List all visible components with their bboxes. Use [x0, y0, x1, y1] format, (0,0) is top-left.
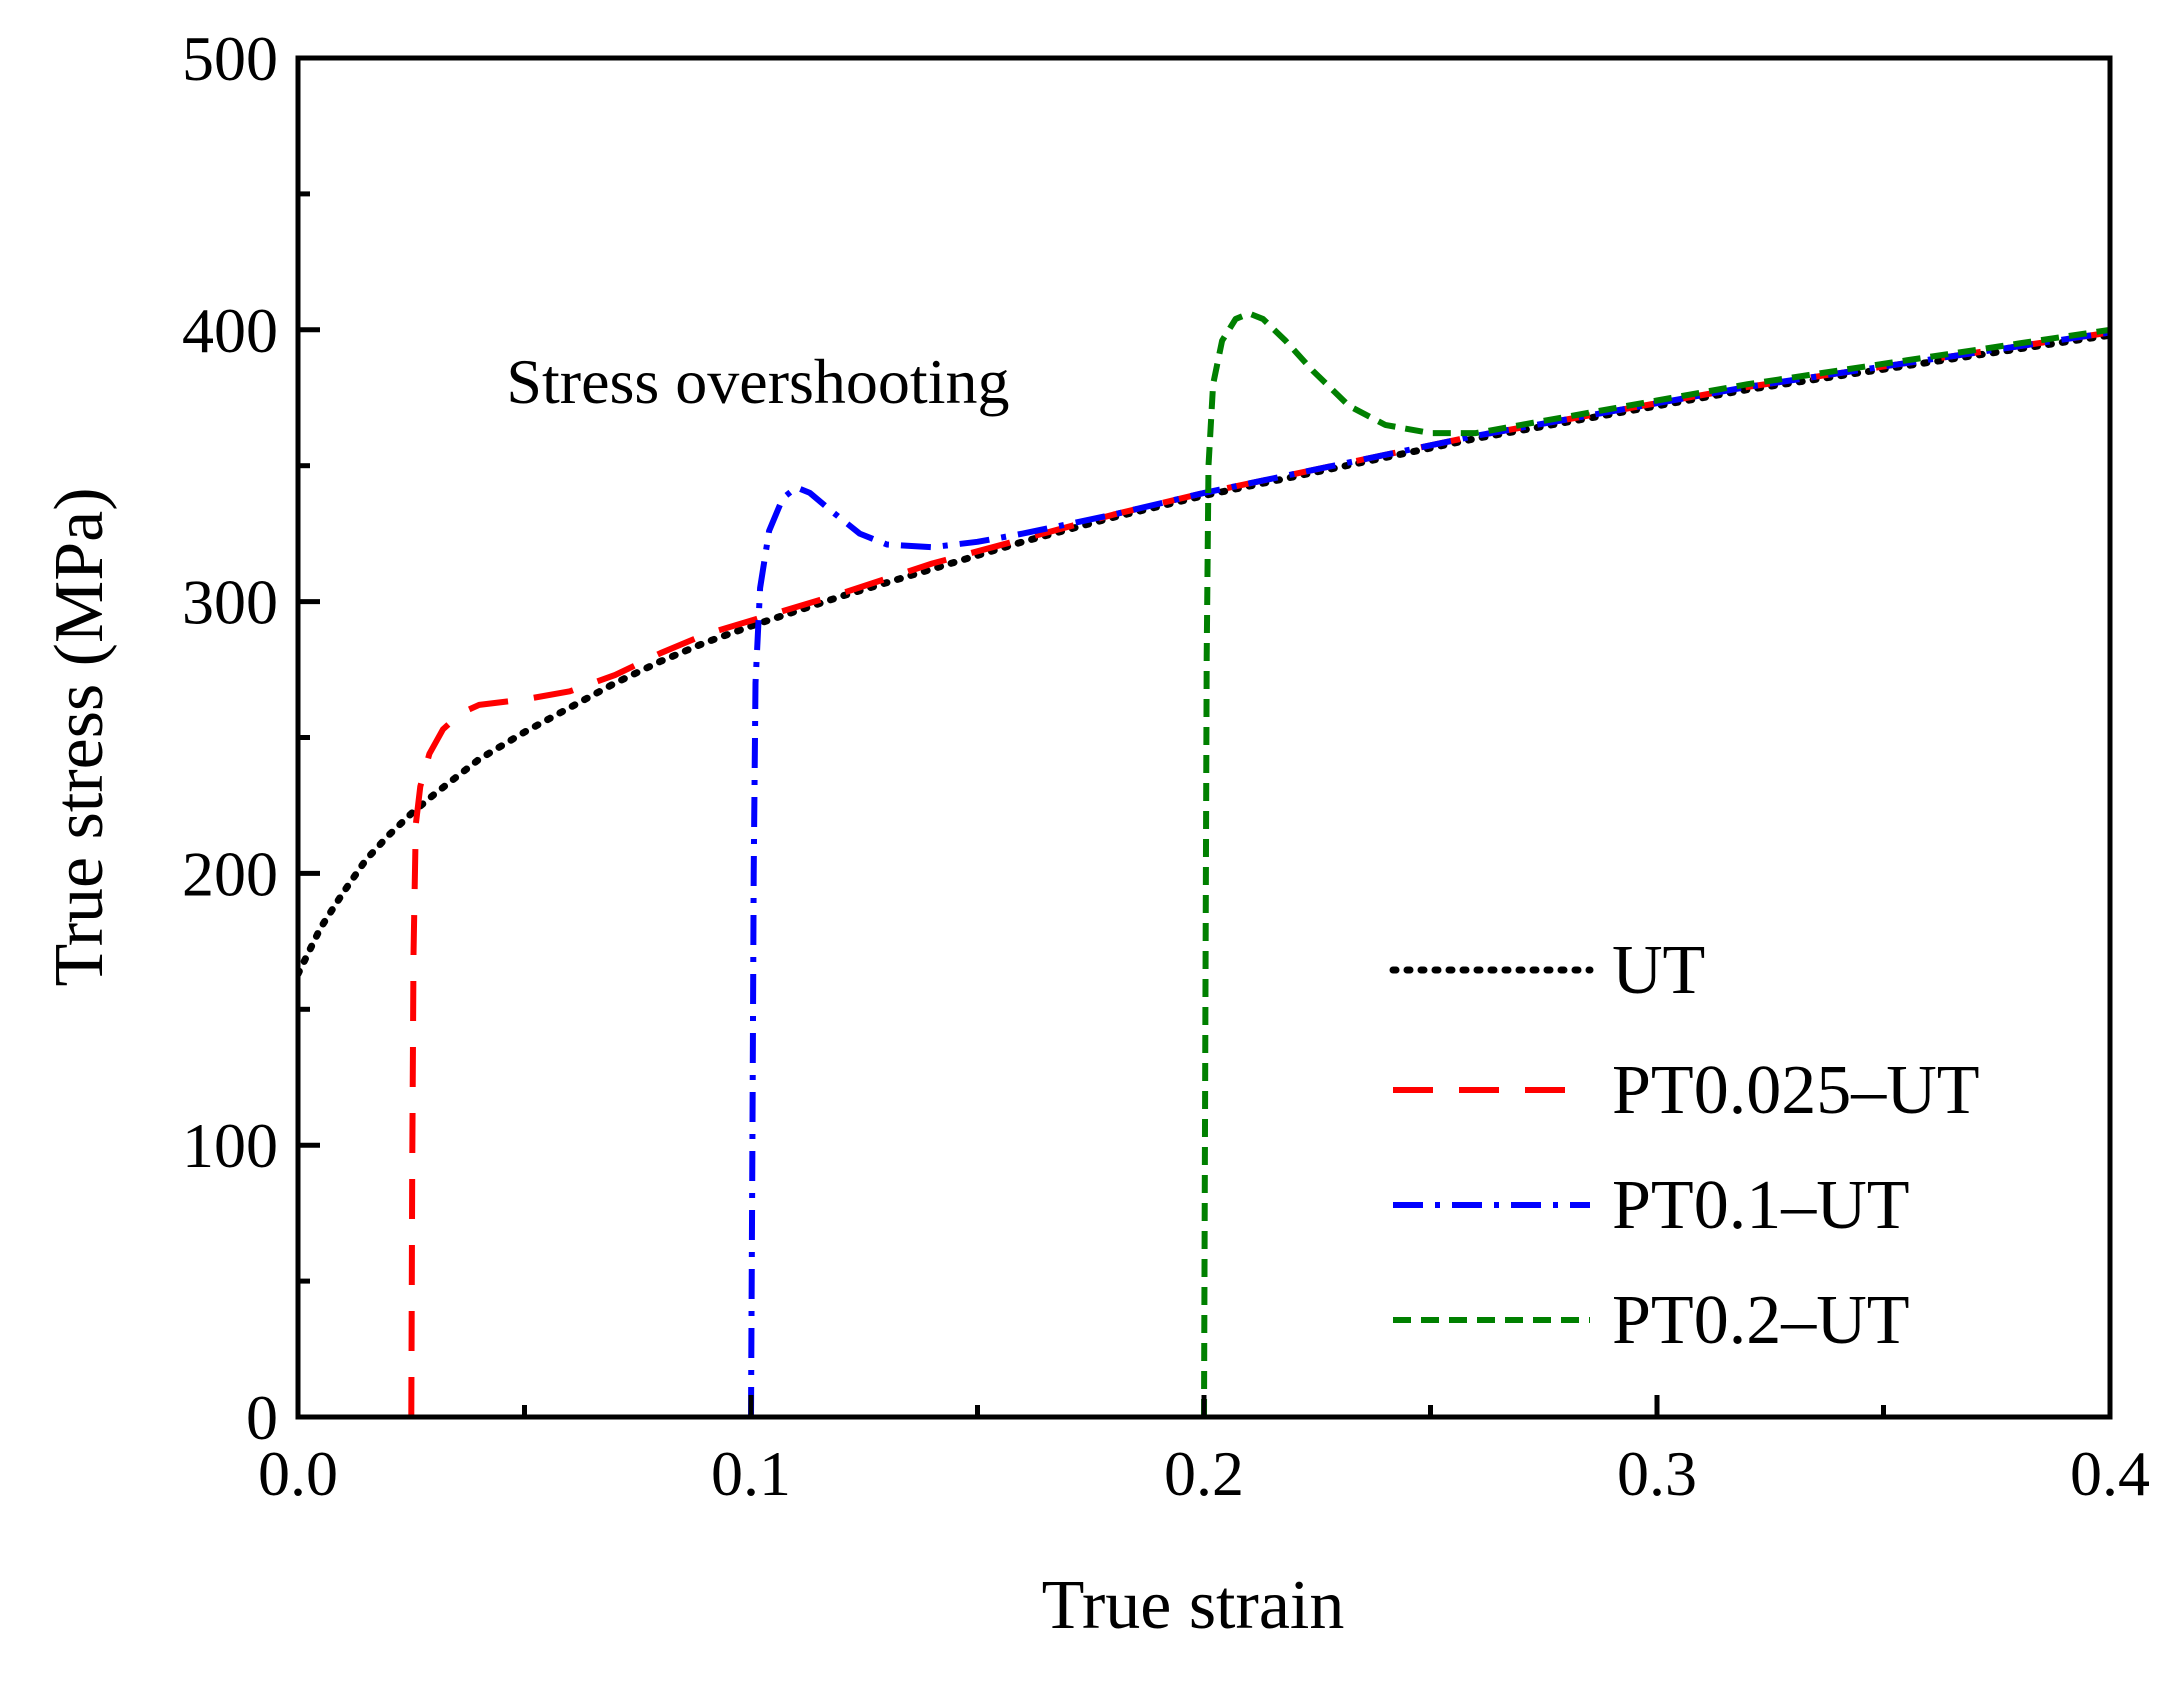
- series-line-1: [408, 329, 2110, 1417]
- series-line-2: [748, 329, 2110, 1417]
- legend-label-pt01: PT0.1–UT: [1612, 1167, 1910, 1244]
- x-tick-label: 0.0: [258, 1438, 338, 1509]
- x-tick-label: 0.4: [2070, 1438, 2150, 1509]
- x-tick-label: 0.1: [711, 1438, 791, 1509]
- y-axis-ticks: 0 100 200 300 400 500: [182, 23, 320, 1453]
- y-tick-label: 200: [182, 838, 278, 909]
- series-line-3: [1201, 310, 2110, 1417]
- y-tick-label: 500: [182, 23, 278, 94]
- y-tick-label: 0: [246, 1382, 278, 1453]
- y-tick-label: 400: [182, 295, 278, 366]
- y-axis-title: True stress (MPa): [41, 487, 118, 986]
- x-tick-label: 0.3: [1617, 1438, 1697, 1509]
- legend-label-pt0025: PT0.025–UT: [1612, 1052, 1980, 1129]
- y-tick-label: 300: [182, 567, 278, 638]
- legend-label-pt02: PT0.2–UT: [1612, 1282, 1910, 1359]
- plot-lines: [298, 310, 2110, 1417]
- x-axis-ticks: 0.0 0.1 0.2 0.3 0.4: [258, 1395, 2150, 1509]
- stress-overshooting-annotation: Stress overshooting: [506, 346, 1009, 417]
- legend: UT PT0.025–UT PT0.1–UT PT0.2–UT: [1389, 932, 1980, 1359]
- y-tick-label: 100: [182, 1110, 278, 1181]
- legend-label-ut: UT: [1612, 932, 1705, 1009]
- x-tick-label: 0.2: [1164, 1438, 1244, 1509]
- x-axis-title: True strain: [1042, 1567, 1345, 1644]
